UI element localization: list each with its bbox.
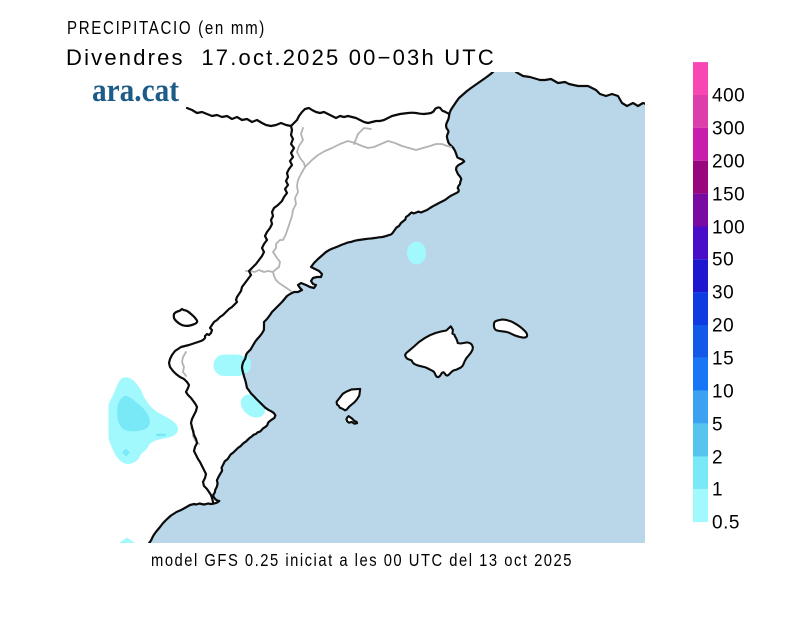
svg-text:0.5: 0.5: [712, 513, 740, 534]
svg-text:2: 2: [712, 448, 723, 469]
svg-text:15: 15: [712, 349, 734, 370]
svg-text:300: 300: [712, 119, 745, 140]
svg-text:150: 150: [712, 185, 745, 206]
svg-text:model GFS 0.25 iniciat a les 0: model GFS 0.25 iniciat a les 00 UTC del …: [151, 550, 573, 570]
svg-text:100: 100: [712, 218, 745, 239]
svg-text:50: 50: [712, 250, 734, 271]
svg-text:PRECIPITACIO (en mm): PRECIPITACIO (en mm): [67, 18, 266, 38]
svg-text:200: 200: [712, 152, 745, 173]
svg-text:Divendres 17.oct.2025 00−03h: Divendres 17.oct.2025 00−03h UTC: [66, 45, 496, 70]
svg-text:5: 5: [712, 415, 723, 436]
svg-text:10: 10: [712, 382, 734, 403]
svg-text:ara.cat: ara.cat: [92, 73, 179, 109]
svg-text:400: 400: [712, 86, 745, 107]
svg-text:1: 1: [712, 480, 723, 501]
svg-text:20: 20: [712, 316, 734, 337]
svg-text:30: 30: [712, 283, 734, 304]
